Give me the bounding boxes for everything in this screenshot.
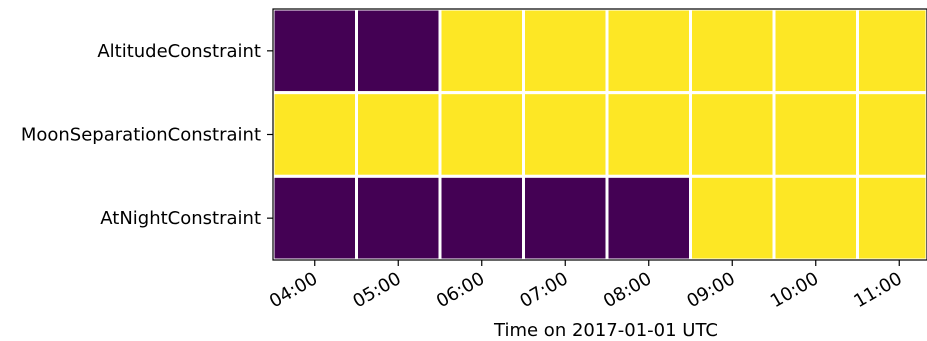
heatmap-cell [355, 91, 442, 178]
heatmap-cells [271, 7, 927, 262]
heatmap-cell [271, 174, 358, 262]
heatmap-cell [605, 174, 692, 262]
heatmap-cell [605, 7, 692, 95]
x-tick-label: 05:00 [349, 268, 404, 312]
x-axis: 04:00 05:00 06:00 07:00 08:00 09:00 10:00 11:00 [266, 260, 906, 312]
y-axis: AltitudeConstraint MoonSeparationConstrai… [21, 41, 273, 229]
heatmap-cell [856, 7, 927, 95]
x-tick-label: 11:00 [850, 268, 905, 312]
y-tick-label: AtNightConstraint [100, 208, 261, 229]
heatmap-cell [772, 174, 859, 262]
heatmap-cell [522, 174, 609, 262]
y-tick-label: AltitudeConstraint [97, 41, 261, 62]
heatmap-cell [438, 91, 525, 178]
x-axis-label: Time on 2017-01-01 UTC [493, 320, 718, 341]
x-tick-label: 09:00 [683, 268, 738, 312]
heatmap-cell [605, 91, 692, 178]
heatmap-cell [772, 7, 859, 95]
heatmap-cell [689, 7, 776, 95]
heatmap-cell [271, 91, 358, 178]
heatmap-cell [522, 7, 609, 95]
x-tick-label: 08:00 [600, 268, 655, 312]
x-tick-label: 04:00 [266, 268, 321, 312]
x-tick-label: 06:00 [433, 268, 488, 312]
heatmap-cell [438, 7, 525, 95]
heatmap-cell [856, 174, 927, 262]
y-tick-label: MoonSeparationConstraint [21, 125, 261, 146]
heatmap-cell [772, 91, 859, 178]
x-tick-label: 07:00 [516, 268, 571, 312]
x-tick-label: 10:00 [767, 268, 822, 312]
heatmap-cell [856, 91, 927, 178]
heatmap-cell [355, 174, 442, 262]
heatmap-cell [271, 7, 358, 95]
heatmap-cell [522, 91, 609, 178]
heatmap-cell [689, 91, 776, 178]
heatmap-cell [355, 7, 442, 95]
heatmap-cell [438, 174, 525, 262]
heatmap-cell [689, 174, 776, 262]
